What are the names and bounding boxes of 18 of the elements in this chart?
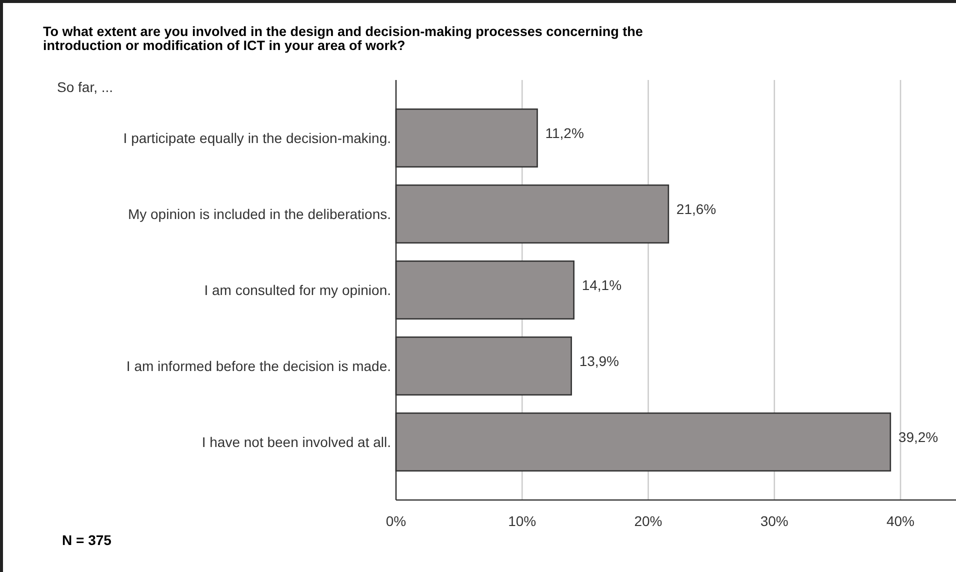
data-label: 14,1% bbox=[582, 277, 622, 293]
y-tick-label: I am consulted for my opinion. bbox=[204, 282, 391, 298]
chart-title: To what extent are you involved in the design and decision-making processes concerning the introduction or modification of ICT in your area of work? bbox=[43, 24, 644, 53]
y-tick-label: I am informed before the decision is made. bbox=[126, 358, 391, 374]
data-label: 13,9% bbox=[579, 353, 620, 369]
data-label: 11,2% bbox=[545, 125, 584, 141]
data-label: 21,6% bbox=[676, 201, 716, 217]
x-tick-label: 40% bbox=[886, 513, 915, 529]
x-tick-label: 30% bbox=[760, 513, 788, 529]
x-tick-label: 20% bbox=[634, 513, 662, 529]
text: So far, ... bbox=[57, 79, 114, 95]
text: N = 375 bbox=[62, 532, 112, 548]
data-label: 39,2% bbox=[898, 429, 938, 445]
y-tick-label: I participate equally in the decision-making. bbox=[123, 130, 391, 146]
y-tick-label: I have not been involved at all. bbox=[202, 434, 391, 450]
x-tick-label: 10% bbox=[508, 513, 536, 529]
x-tick-label: 0% bbox=[386, 513, 406, 529]
y-tick-label: My opinion is included in the deliberations. bbox=[128, 206, 391, 222]
